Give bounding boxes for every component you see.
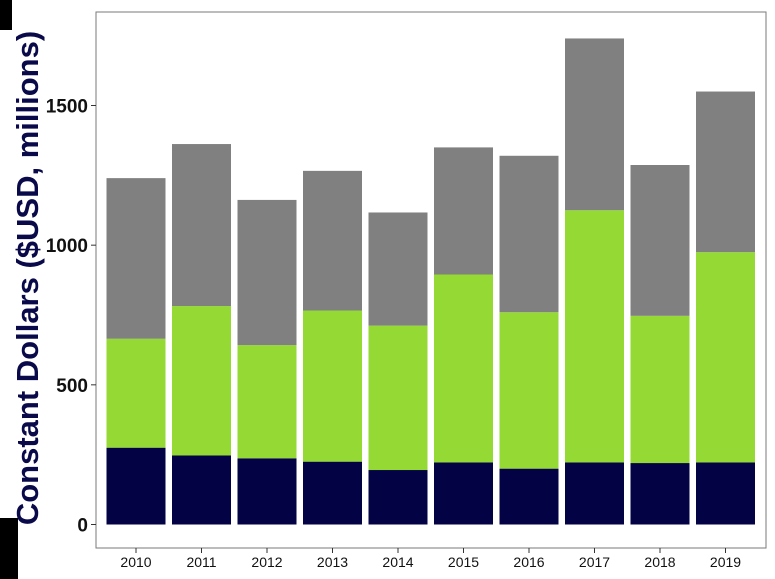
y-axis: 0 500 1000 1500 <box>46 97 96 537</box>
bar-2019-segment-1 <box>696 462 755 525</box>
bar-2017-segment-1 <box>565 462 624 525</box>
left-edge-block-top <box>0 0 12 30</box>
x-tick-label-2017: 2017 <box>579 554 610 570</box>
bar-2015-segment-2 <box>434 274 493 463</box>
bar-2014-segment-1 <box>368 470 428 525</box>
x-tick-label-2012: 2012 <box>251 554 282 570</box>
x-tick-label-2016: 2016 <box>513 554 544 570</box>
x-axis: 2010 2011 2012 2013 2014 2015 2016 2017 2018 2019 <box>120 548 741 570</box>
y-tick-label-0: 0 <box>77 516 88 537</box>
bar-2016-segment-3 <box>499 155 559 313</box>
x-tick-label-2015: 2015 <box>448 554 479 570</box>
bar-2014-segment-3 <box>368 212 428 326</box>
bar-2015-segment-3 <box>434 147 493 275</box>
x-tick-label-2018: 2018 <box>644 554 675 570</box>
bar-2010-segment-3 <box>106 178 166 339</box>
y-tick-label-500: 500 <box>56 376 88 397</box>
bar-2013-segment-1 <box>303 461 362 525</box>
bar-2015-segment-1 <box>434 462 493 525</box>
bar-2011-segment-1 <box>172 455 231 525</box>
y-tick-label-1000: 1000 <box>46 236 88 257</box>
bar-2010-segment-1 <box>106 447 166 525</box>
left-edge-block-bottom <box>0 518 18 579</box>
bar-2012-segment-1 <box>237 458 297 525</box>
y-tick-label-1500: 1500 <box>46 97 88 118</box>
bar-2013-segment-3 <box>303 170 362 311</box>
bar-2017-segment-3 <box>565 38 624 211</box>
bar-2019-segment-2 <box>696 252 755 463</box>
x-tick-label-2019: 2019 <box>710 554 741 570</box>
y-axis-label: Constant Dollars ($USD, millions) <box>10 31 45 525</box>
bar-2011-segment-2 <box>172 306 231 456</box>
bar-2017-segment-2 <box>565 210 624 463</box>
x-tick-label-2010: 2010 <box>120 554 151 570</box>
bar-2011-segment-3 <box>172 144 231 307</box>
bar-2018-segment-1 <box>630 463 690 525</box>
bar-2014-segment-2 <box>368 325 428 471</box>
x-tick-label-2013: 2013 <box>317 554 348 570</box>
bars-group <box>106 38 755 525</box>
bar-2016-segment-1 <box>499 468 559 525</box>
bar-2010-segment-2 <box>106 338 166 448</box>
bar-2019-segment-3 <box>696 91 755 253</box>
x-tick-label-2011: 2011 <box>186 554 216 570</box>
bar-2018-segment-3 <box>630 165 690 316</box>
x-tick-label-2014: 2014 <box>382 554 413 570</box>
bar-2012-segment-3 <box>237 199 297 346</box>
bar-2012-segment-2 <box>237 345 297 459</box>
bar-2013-segment-2 <box>303 310 362 462</box>
bar-2018-segment-2 <box>630 315 690 464</box>
bar-2016-segment-2 <box>499 312 559 469</box>
